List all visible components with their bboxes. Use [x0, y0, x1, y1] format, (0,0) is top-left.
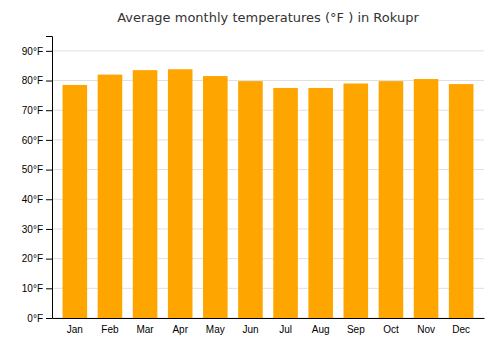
y-tick-label: 40°F	[22, 194, 43, 205]
x-tick-label: Jan	[67, 324, 83, 335]
x-tick-label: Jun	[242, 324, 258, 335]
y-tick-label: 0°F	[27, 313, 43, 324]
x-tick-label: Mar	[136, 324, 154, 335]
chart-svg: 0°F 10°F 20°F 30°F 40°F 50°F 60°F 70°F 80°F 90°F J…	[0, 0, 500, 350]
y-tick-mark	[46, 259, 52, 260]
bar	[414, 79, 439, 318]
x-tick: Jan	[67, 324, 83, 335]
y-tick-mark	[46, 170, 52, 171]
y-tick: 50°F	[22, 164, 52, 175]
bar	[308, 88, 333, 318]
y-tick-label: 20°F	[22, 253, 43, 264]
bar	[273, 88, 298, 318]
y-tick-label: 90°F	[22, 46, 43, 57]
x-tick-label: May	[206, 324, 225, 335]
y-tick-label: 80°F	[22, 75, 43, 86]
x-tick-label: Apr	[172, 324, 188, 335]
x-tick: Jul	[279, 324, 292, 335]
bar	[379, 81, 404, 318]
y-tick-mark	[46, 288, 52, 289]
bar	[168, 69, 193, 318]
bar	[98, 75, 123, 318]
y-tick-mark	[46, 51, 52, 52]
y-tick-mark	[46, 140, 52, 141]
y-tick-label: 10°F	[22, 283, 43, 294]
x-tick-label: Jul	[279, 324, 292, 335]
y-tick-mark	[46, 81, 52, 82]
y-tick: 0°F	[27, 313, 52, 324]
y-tick: 60°F	[22, 135, 52, 146]
x-tick: Nov	[417, 324, 435, 335]
bar	[344, 83, 369, 318]
x-tick-label: Feb	[101, 324, 119, 335]
title: Average monthly temperatures (°F ) in Ro…	[117, 10, 419, 25]
x-tick: Mar	[136, 324, 154, 335]
y-tick-label: 60°F	[22, 135, 43, 146]
x-tick-label: Dec	[452, 324, 470, 335]
bar	[133, 70, 158, 318]
y-tick: 30°F	[22, 224, 52, 235]
plot-area: 0°F 10°F 20°F 30°F 40°F 50°F 60°F 70°F 80°F 90°F J…	[22, 37, 485, 336]
chart-container: 0°F 10°F 20°F 30°F 40°F 50°F 60°F 70°F 80°F 90°F J…	[0, 0, 500, 350]
y-tick: 40°F	[22, 194, 52, 205]
grid-line	[52, 50, 484, 51]
y-tick: 90°F	[22, 46, 52, 57]
y-axis: 0°F 10°F 20°F 30°F 40°F 50°F 60°F 70°F 80°F 90°F	[22, 37, 53, 324]
x-tick-label: Oct	[383, 324, 399, 335]
y-tick-mark	[46, 229, 52, 230]
bar	[449, 84, 474, 318]
x-tick: Sep	[347, 324, 365, 335]
x-axis-line	[53, 318, 485, 319]
x-tick: Oct	[383, 324, 399, 335]
x-tick-label: Aug	[312, 324, 330, 335]
y-tick-label: 30°F	[22, 224, 43, 235]
x-tick: Aug	[312, 324, 330, 335]
x-tick: Apr	[172, 324, 188, 335]
x-tick: Feb	[101, 324, 119, 335]
bar	[63, 85, 88, 318]
x-tick: Jun	[242, 324, 258, 335]
bar	[203, 76, 228, 318]
x-tick: May	[206, 324, 225, 335]
x-tick-label: Nov	[417, 324, 435, 335]
x-tick-label: Sep	[347, 324, 365, 335]
y-axis-line	[46, 37, 53, 319]
bars	[63, 69, 474, 318]
y-tick-mark	[46, 318, 52, 319]
y-tick-mark	[46, 199, 52, 200]
y-tick: 20°F	[22, 253, 52, 264]
bar	[238, 81, 263, 318]
y-tick: 70°F	[22, 105, 52, 116]
y-tick: 80°F	[22, 75, 52, 86]
grid	[52, 51, 484, 318]
y-tick: 10°F	[22, 283, 52, 294]
x-axis: Jan Feb Mar Apr May Jun Jul Aug Sep Oct Nov Dec	[53, 319, 485, 336]
x-tick: Dec	[452, 324, 470, 335]
y-tick-mark	[46, 110, 52, 111]
y-tick-label: 50°F	[22, 164, 43, 175]
y-tick-label: 70°F	[22, 105, 43, 116]
